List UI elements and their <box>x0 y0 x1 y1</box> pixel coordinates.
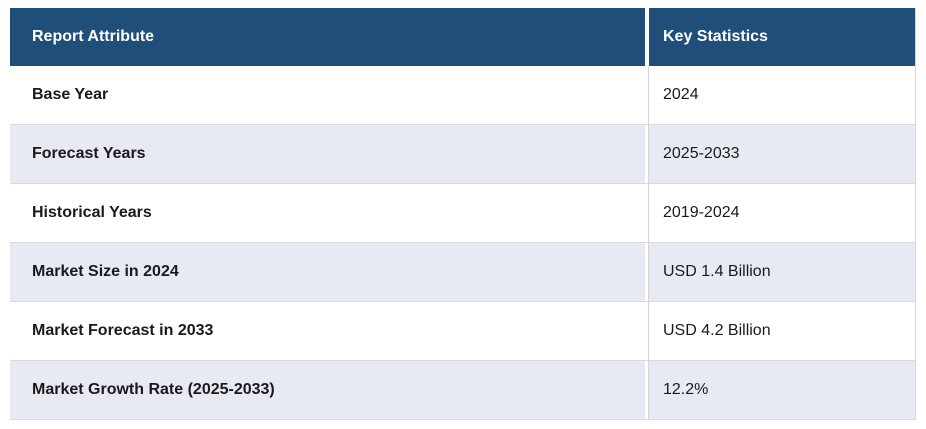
table-row: Historical Years 2019-2024 <box>10 184 915 243</box>
value-market-growth-rate: 12.2% <box>648 361 915 419</box>
value-market-forecast-2033: USD 4.2 Billion <box>648 302 915 360</box>
attribute-market-size-2024: Market Size in 2024 <box>10 243 648 301</box>
value-historical-years: 2019-2024 <box>648 184 915 242</box>
table-row: Market Size in 2024 USD 1.4 Billion <box>10 243 915 302</box>
table-header-row: Report Attribute Key Statistics <box>10 8 915 66</box>
table-row: Market Growth Rate (2025-2033) 12.2% <box>10 361 915 420</box>
header-report-attribute: Report Attribute <box>10 8 648 66</box>
table-row: Market Forecast in 2033 USD 4.2 Billion <box>10 302 915 361</box>
value-market-size-2024: USD 1.4 Billion <box>648 243 915 301</box>
header-key-statistics: Key Statistics <box>648 8 915 66</box>
table-row: Base Year 2024 <box>10 66 915 125</box>
value-base-year: 2024 <box>648 66 915 124</box>
table-row: Forecast Years 2025-2033 <box>10 125 915 184</box>
report-statistics-table: Report Attribute Key Statistics Base Yea… <box>10 8 916 420</box>
attribute-base-year: Base Year <box>10 66 648 124</box>
attribute-market-growth-rate: Market Growth Rate (2025-2033) <box>10 361 648 419</box>
value-forecast-years: 2025-2033 <box>648 125 915 183</box>
attribute-historical-years: Historical Years <box>10 184 648 242</box>
attribute-forecast-years: Forecast Years <box>10 125 648 183</box>
attribute-market-forecast-2033: Market Forecast in 2033 <box>10 302 648 360</box>
